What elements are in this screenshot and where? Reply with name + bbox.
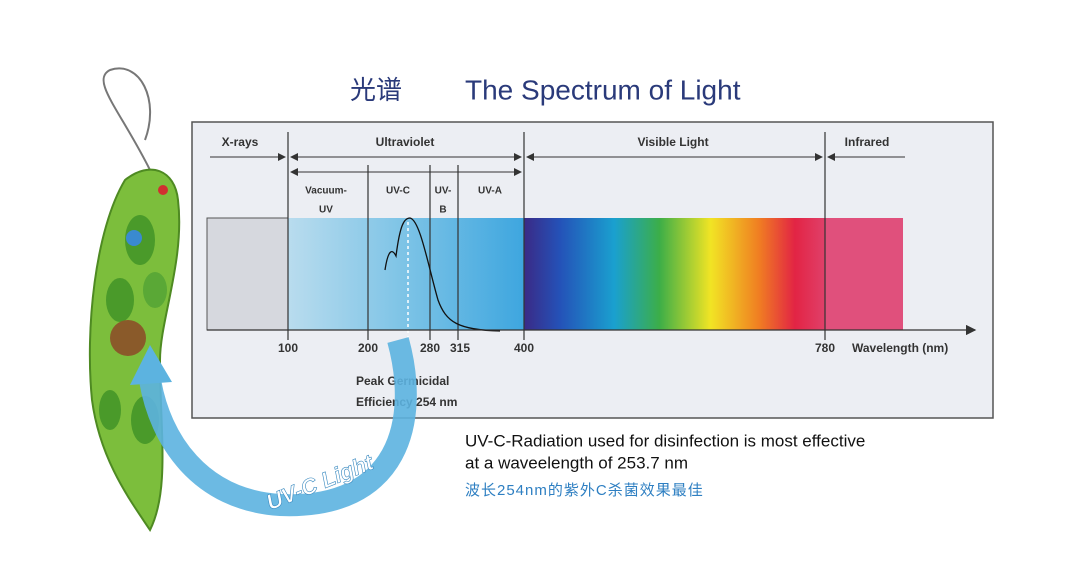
subregion-label: UV- — [435, 186, 452, 197]
region-label: Infrared — [845, 135, 890, 149]
title-english: The Spectrum of Light — [465, 74, 741, 105]
subregion-label: UV-C — [386, 186, 410, 197]
germicidal-curve — [384, 217, 501, 332]
dividers — [210, 132, 905, 340]
tick-label: 780 — [815, 341, 835, 355]
visible-band — [524, 218, 825, 330]
title-chinese: 光谱 — [350, 75, 402, 105]
region-label: X-rays — [222, 135, 259, 149]
subregion-label: Vacuum- — [305, 186, 347, 197]
uv-arrow — [139, 337, 417, 517]
caption-line: UV-C-Radiation used for disinfection is … — [465, 431, 865, 450]
infrared-band — [825, 218, 903, 330]
uv-arrow-head — [130, 345, 172, 385]
uv-band — [288, 218, 524, 330]
region-label: Visible Light — [637, 135, 708, 149]
tick-label: 400 — [514, 341, 534, 355]
tick-label: 200 — [358, 341, 378, 355]
axis-ticks: 100 200 280 315 400 780 — [278, 341, 835, 355]
tick-label: 100 — [278, 341, 298, 355]
tick-label: 315 — [450, 341, 470, 355]
axis-label: Wavelength (nm) — [852, 341, 948, 355]
caption-chinese: 波长254nm的紫外C杀菌效果最佳 — [465, 482, 704, 499]
euglena-illustration — [88, 67, 181, 532]
subregion-label: B — [439, 205, 446, 216]
xray-band — [206, 217, 289, 331]
subregion-label: UV-A — [478, 186, 502, 197]
tick-label: 280 — [420, 341, 440, 355]
region-label: Ultraviolet — [376, 135, 435, 149]
subregion-label: UV — [319, 205, 333, 216]
caption-line: at a waveelength of 253.7 nm — [465, 453, 688, 472]
